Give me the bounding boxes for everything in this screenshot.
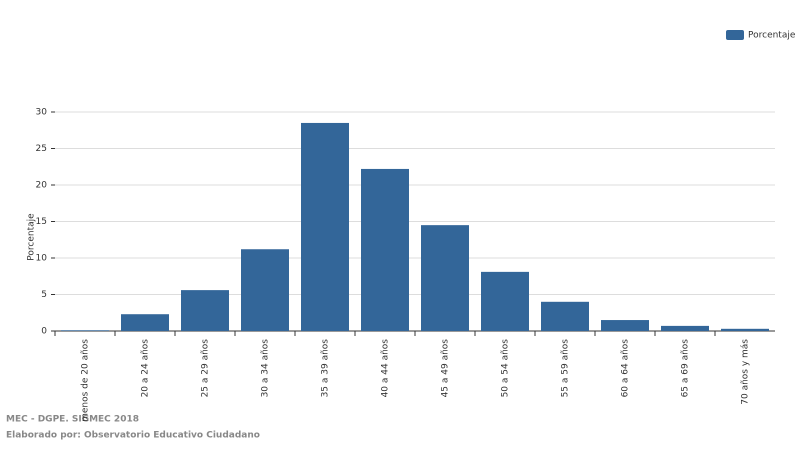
y-tick-label: 15 [36,217,47,227]
bar [301,122,349,331]
legend-label: Porcentaje [748,31,796,41]
bar [421,225,469,331]
bar [61,330,109,331]
y-axis-label: Porcentaje [27,213,37,261]
x-tick-label: 30 a 34 años [261,339,271,398]
y-tick-label: 5 [41,290,47,300]
bar [541,301,589,331]
x-tick-label: menos de 20 años [81,339,91,422]
x-tick-label: 60 a 64 años [621,339,631,398]
y-tick-label: 0 [41,327,47,337]
y-tick-label: 10 [36,254,48,264]
credit: Elaborado por: Observatorio Educativo Ci… [6,431,260,441]
x-tick-label: 55 a 59 años [561,339,571,398]
y-tick-label: 20 [36,181,48,191]
x-tick-label: 45 a 49 años [441,339,451,398]
x-tick-label: 70 años y más [741,339,751,405]
bar [181,290,229,331]
bar [361,168,409,331]
x-tick-label: 20 a 24 años [141,339,151,398]
y-tick-label: 25 [36,144,47,154]
source: MEC - DGPE. SIGMEC 2018 [6,415,139,425]
bar [601,320,649,331]
x-tick-label: 25 a 29 años [201,339,211,398]
bar [241,249,289,331]
bar [721,328,769,331]
legend-swatch [726,30,744,40]
bar [661,325,709,331]
x-tick-label: 65 a 69 años [681,339,691,398]
x-tick-label: 35 a 39 años [321,339,331,398]
bar [481,271,529,331]
bar [121,314,169,331]
y-tick-label: 30 [36,108,48,118]
x-tick-label: 50 a 54 años [501,339,511,398]
x-tick-label: 40 a 44 años [381,339,391,398]
